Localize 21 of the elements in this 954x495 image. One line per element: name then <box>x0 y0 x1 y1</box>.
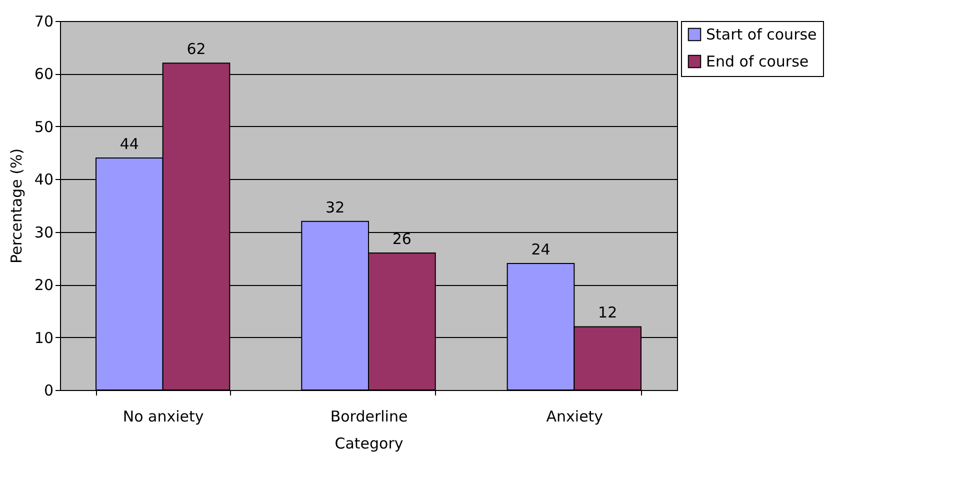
y-tick-label: 10 <box>34 328 54 347</box>
data-label: 62 <box>186 40 206 58</box>
data-label: 24 <box>531 240 550 258</box>
y-tick-label: 40 <box>34 170 54 189</box>
y-tick-label: 70 <box>34 12 54 30</box>
data-label: 44 <box>120 135 139 154</box>
y-tick-label: 0 <box>44 382 54 400</box>
data-label: 12 <box>598 304 618 322</box>
y-tick-label: 20 <box>34 276 54 294</box>
legend-label: End of course <box>706 52 809 70</box>
y-tick-label: 50 <box>34 118 54 136</box>
data-label: 32 <box>326 198 345 216</box>
y-tick-label: 30 <box>34 223 54 242</box>
data-label: 26 <box>392 230 412 248</box>
x-axis-title: Category <box>334 434 404 452</box>
x-tick-label: Borderline <box>330 408 408 426</box>
y-axis-title: Percentage (%) <box>7 148 26 264</box>
legend-label: Start of course <box>706 26 817 44</box>
x-tick-label: Anxiety <box>546 408 604 426</box>
x-tick-label: No anxiety <box>122 408 204 426</box>
y-tick-label: 60 <box>34 65 54 84</box>
